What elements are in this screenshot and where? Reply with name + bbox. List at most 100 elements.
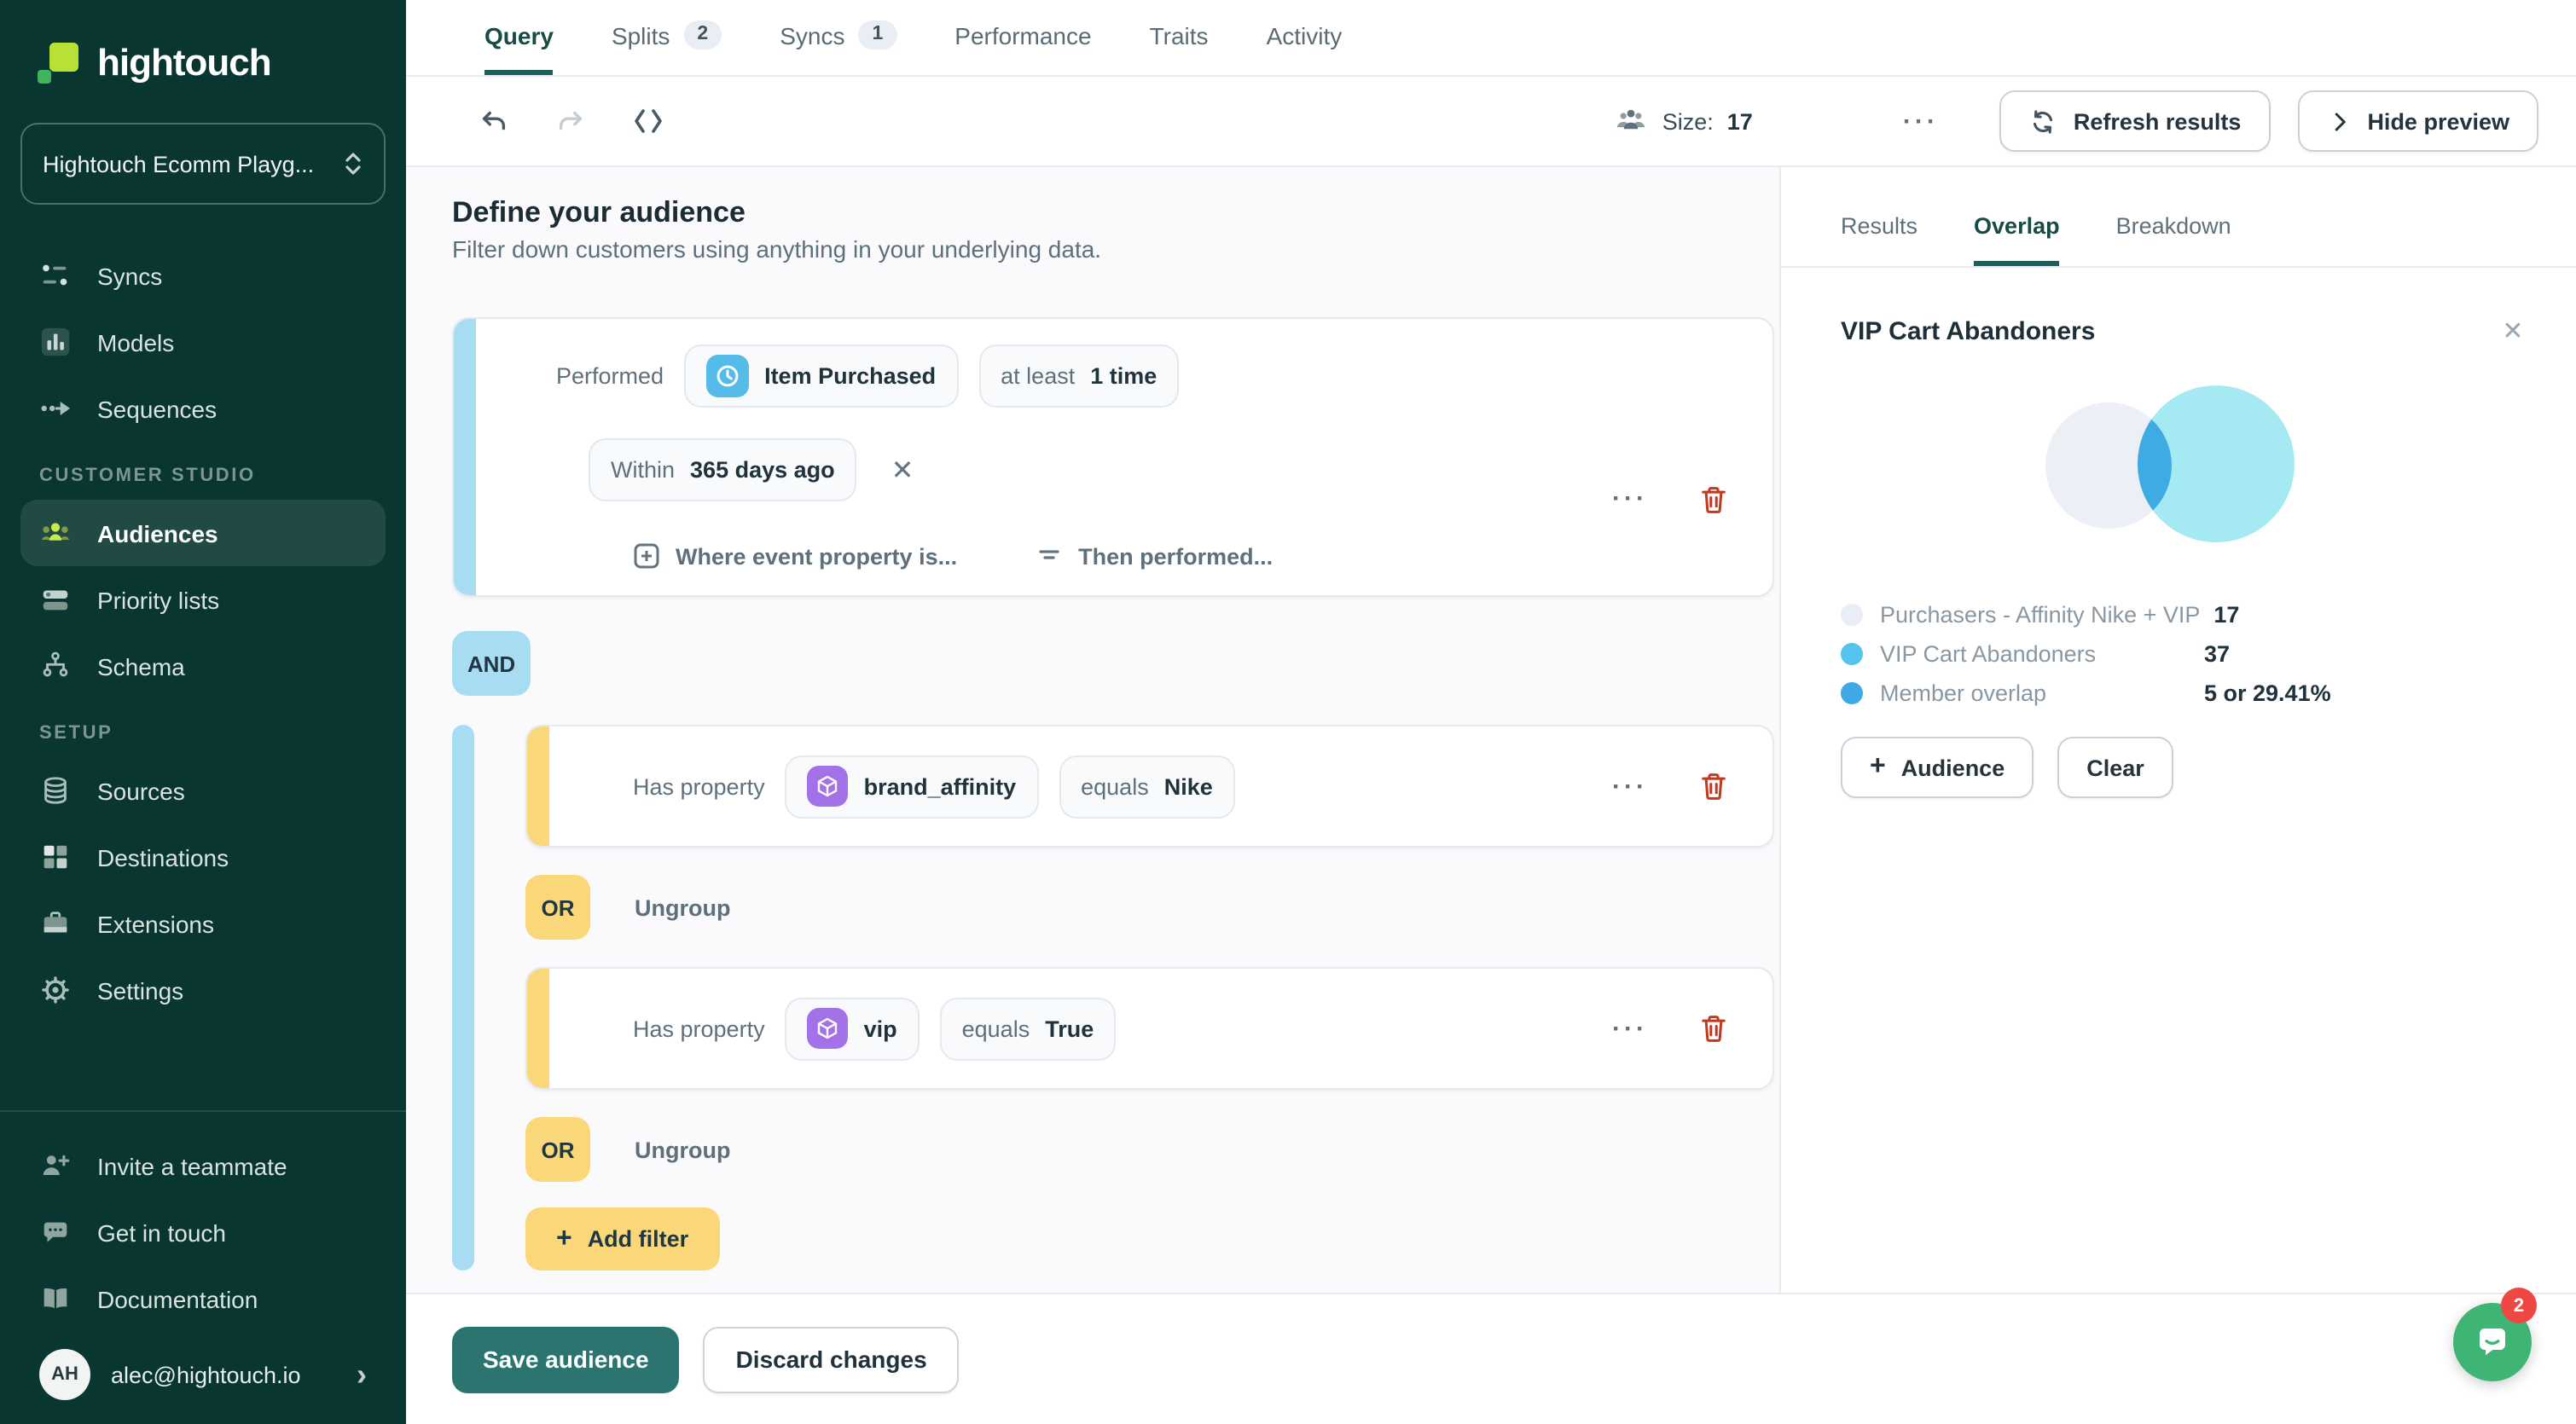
save-audience-button[interactable]: Save audience (452, 1326, 680, 1392)
sidebar-item-syncs[interactable]: Syncs (20, 242, 386, 309)
tab-label: Splits (611, 21, 670, 49)
tab-results[interactable]: Results (1841, 191, 1917, 266)
sidebar-item-label: Models (97, 328, 175, 356)
sidebar-item-label: Sources (97, 777, 185, 804)
event-name: Item Purchased (764, 363, 937, 389)
undo-icon[interactable] (478, 105, 510, 137)
more-options-icon[interactable]: ··· (1902, 107, 1939, 136)
add-filter-button[interactable]: + Add filter (525, 1207, 720, 1271)
editor-footer: Save audience Discard changes (406, 1293, 2576, 1424)
audience-size: Size: 17 (1615, 104, 1753, 138)
event-filter-more-icon[interactable]: ··· (1612, 484, 1648, 513)
or-operator-badge[interactable]: OR (525, 1117, 590, 1182)
remove-window-icon[interactable]: ✕ (891, 456, 914, 485)
audience-editor: Define your audience Filter down custome… (406, 167, 1779, 1293)
redo-icon[interactable] (554, 105, 587, 137)
avatar: AH (39, 1349, 90, 1400)
legend-value: 5 or 29.41% (2204, 680, 2331, 706)
sidebar-item-sources[interactable]: Sources (20, 757, 386, 824)
code-view-icon[interactable] (631, 104, 665, 138)
or-label: OR (541, 894, 575, 920)
sidebar-item-label: Documentation (97, 1285, 258, 1312)
tab-overlap[interactable]: Overlap (1974, 191, 2060, 266)
sidebar-item-schema[interactable]: Schema (20, 633, 386, 699)
delete-property-filter-icon[interactable] (1699, 1013, 1728, 1044)
discard-changes-button[interactable]: Discard changes (703, 1326, 960, 1392)
tab-label: Query (484, 21, 554, 49)
or-operator-badge[interactable]: OR (525, 875, 590, 940)
property-filter-more-icon[interactable]: ··· (1612, 772, 1648, 801)
tab-splits[interactable]: Splits 2 (612, 0, 722, 75)
preview-tabbar: Results Overlap Breakdown (1781, 167, 2576, 268)
operator-value: Nike (1163, 773, 1213, 799)
sidebar-footer: Invite a teammate Get in touch Documenta… (0, 1110, 406, 1424)
sidebar-item-settings[interactable]: Settings (20, 957, 386, 1023)
delete-event-filter-icon[interactable] (1699, 483, 1728, 514)
event-name-chip[interactable]: Item Purchased (684, 344, 959, 408)
hide-preview-label: Hide preview (2367, 108, 2509, 134)
event-count-chip[interactable]: at least 1 time (978, 344, 1180, 408)
main-content: Query Splits 2 Syncs 1 Performance Traits … (406, 0, 2576, 1424)
legend-value: 17 (2213, 602, 2240, 628)
workspace-selector[interactable]: Hightouch Ecomm Playg... (20, 123, 386, 205)
and-operator-badge[interactable]: AND (452, 631, 531, 696)
ungroup-link[interactable]: Ungroup (635, 1137, 731, 1162)
or-filter-group: Has property brand_affinity equals Nike (452, 725, 1774, 1271)
delete-property-filter-icon[interactable] (1699, 771, 1728, 802)
tab-traits[interactable]: Traits (1150, 0, 1209, 75)
hide-preview-button[interactable]: Hide preview (2297, 90, 2538, 152)
tab-syncs[interactable]: Syncs 1 (780, 0, 897, 75)
sidebar-item-models[interactable]: Models (20, 309, 386, 375)
add-audience-button[interactable]: + Audience (1841, 737, 2034, 798)
preview-panel: Results Overlap Breakdown VIP Cart Aband… (1779, 167, 2576, 1293)
close-icon[interactable]: ✕ (2484, 302, 2542, 360)
and-group-strip (452, 725, 474, 1271)
size-value: 17 (1726, 108, 1753, 134)
refresh-results-button[interactable]: Refresh results (1999, 90, 2271, 152)
legend-row: Member overlap 5 or 29.41% (1841, 674, 2542, 713)
tab-performance[interactable]: Performance (954, 0, 1091, 75)
property-condition-chip[interactable]: equals True (939, 997, 1117, 1060)
sidebar-item-documentation[interactable]: Documentation (20, 1265, 386, 1332)
updown-chevron-icon (345, 153, 361, 175)
sidebar-item-invite-teammate[interactable]: Invite a teammate (20, 1132, 386, 1199)
hightouch-logo-text: hightouch (97, 41, 272, 84)
sidebar-item-destinations[interactable]: Destinations (20, 824, 386, 890)
sidebar-item-sequences[interactable]: Sequences (20, 375, 386, 442)
schema-icon (43, 651, 68, 677)
sidebar-item-priority-lists[interactable]: Priority lists (20, 566, 386, 633)
sidebar-item-extensions[interactable]: Extensions (20, 890, 386, 957)
sidebar-item-audiences[interactable]: Audiences (20, 500, 386, 566)
sidebar-item-label: Audiences (97, 519, 218, 547)
event-filter-card: Performed Item Purchased at least 1 time (452, 317, 1774, 597)
tab-label: Performance (954, 21, 1092, 49)
property-name: vip (863, 1016, 897, 1041)
property-filter-more-icon[interactable]: ··· (1612, 1014, 1648, 1043)
plus-icon: + (556, 1224, 572, 1253)
tab-label: Syncs (780, 21, 845, 49)
then-performed-link[interactable]: Then performed... (1036, 542, 1273, 570)
chevron-right-icon (2335, 112, 2346, 130)
plus-icon: + (1870, 752, 1886, 781)
intercom-chat-button[interactable]: 2 (2453, 1288, 2537, 1381)
legend-label: Purchasers - Affinity Nike + VIP (1880, 602, 2201, 628)
sidebar-item-get-in-touch[interactable]: Get in touch (20, 1199, 386, 1265)
tab-query[interactable]: Query (484, 0, 554, 75)
people-icon (1617, 109, 1645, 130)
hightouch-logo: hightouch (0, 0, 406, 85)
event-window-chip[interactable]: Within 365 days ago (589, 438, 857, 501)
account-menu[interactable]: AH alec@hightouch.io › (20, 1332, 386, 1424)
property-condition-chip[interactable]: equals Nike (1059, 755, 1235, 818)
tab-breakdown[interactable]: Breakdown (2116, 191, 2231, 266)
ungroup-link[interactable]: Ungroup (635, 894, 731, 920)
property-name-chip[interactable]: brand_affinity (785, 755, 1039, 818)
tab-activity[interactable]: Activity (1267, 0, 1343, 75)
destinations-icon (44, 845, 67, 869)
property-name-chip[interactable]: vip (785, 997, 920, 1060)
clear-button[interactable]: Clear (2057, 737, 2173, 798)
plus-square-icon (634, 543, 659, 569)
window-prefix: Within (611, 457, 676, 483)
sidebar-item-label: Schema (97, 652, 185, 680)
add-event-property-link[interactable]: Where event property is... (633, 542, 957, 570)
